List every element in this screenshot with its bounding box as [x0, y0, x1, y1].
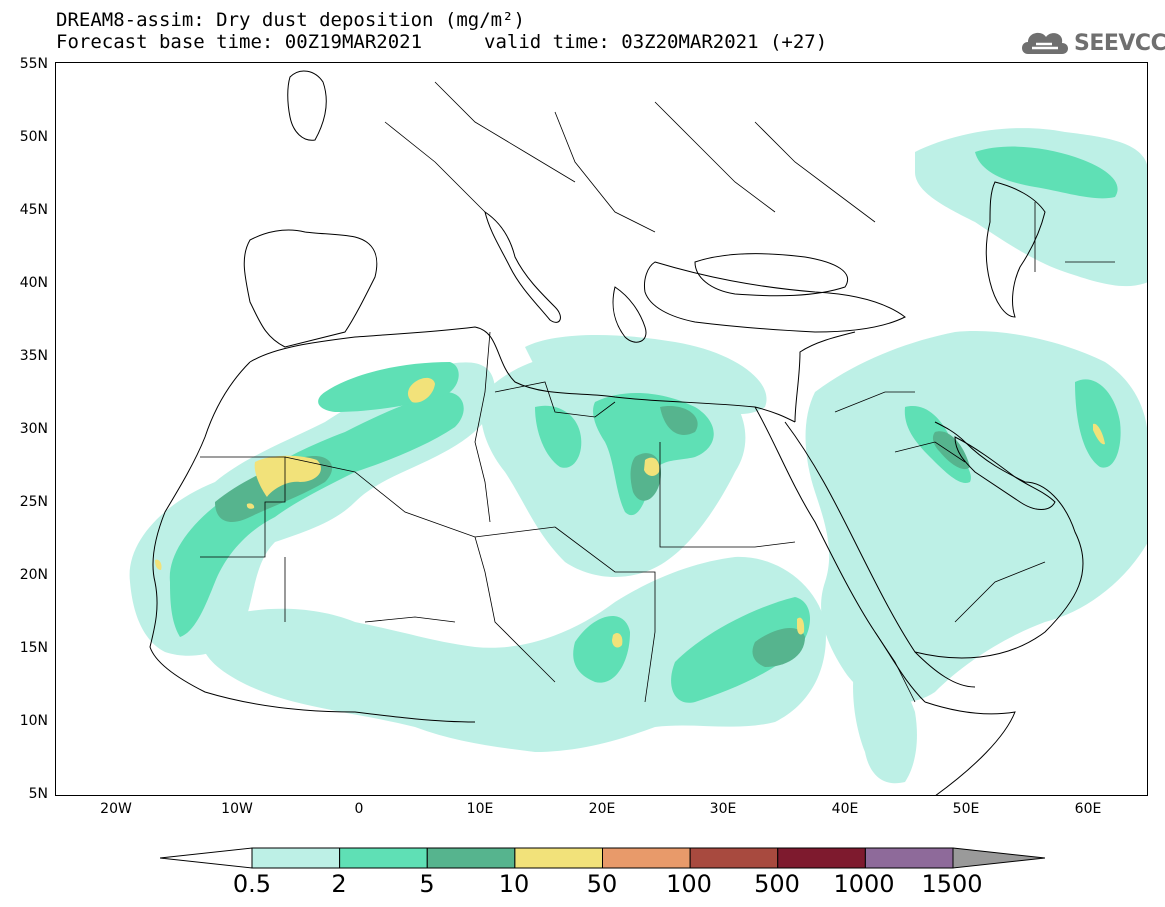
lon-label: 20W [100, 801, 132, 817]
deposition-shading [129, 128, 1148, 784]
legend-label: 2 [331, 870, 347, 898]
libya-hotspot [644, 457, 660, 476]
lon-label: 10E [466, 801, 494, 817]
colorbar-right-arrow [952, 847, 1045, 869]
lon-label: 30E [709, 801, 737, 817]
legend-label: 1000 [833, 870, 895, 898]
lat-label: 45N [19, 202, 48, 218]
logo-text: SEEVCCC [1074, 31, 1165, 56]
uk-outline [287, 70, 327, 141]
chad-hotspot [612, 633, 623, 648]
colorbar-swatch [602, 847, 691, 869]
lat-label: 20N [19, 567, 48, 583]
greece-outline [612, 286, 647, 343]
seevccc-logo: SEEVCCC [1018, 24, 1165, 60]
legend-label: 50 [586, 870, 618, 898]
red-sea-east [784, 421, 976, 688]
colorbar-swatch [689, 847, 779, 869]
west-sahara-hotspot [246, 503, 255, 509]
gulf-hotspot [1093, 423, 1105, 445]
map-title: DREAM8-assim: Dry dust deposition (mg/m²… [56, 9, 525, 31]
legend-label: 0.5 [232, 870, 272, 898]
black-sea-outline [694, 253, 848, 297]
persian-gulf-outline [954, 436, 1056, 510]
colorbar-swatch [251, 847, 341, 869]
iran-medium-area [1075, 379, 1121, 468]
sahel-light-area [205, 556, 826, 752]
sudan-dark-area [752, 627, 805, 667]
morocco-hotspot [254, 455, 321, 497]
italy-outline [484, 210, 561, 323]
lat-label: 50N [19, 129, 48, 145]
legend-label: 500 [754, 870, 800, 898]
lon-label: 60E [1074, 801, 1102, 817]
caspian-outline [985, 181, 1046, 318]
turkey-outline [644, 261, 906, 333]
legend-label: 5 [419, 870, 435, 898]
north-africa-coast [249, 326, 796, 423]
chad-medium-area [573, 615, 630, 683]
kazakh-medium-area [975, 146, 1118, 199]
lat-label: 10N [19, 713, 48, 729]
forecast-base-time: Forecast base time: 00Z19MAR2021 [56, 31, 423, 53]
lat-label: 30N [19, 421, 48, 437]
lat-label: 40N [19, 275, 48, 291]
ethiopia-light-area [853, 662, 917, 784]
dust-deposition-map [55, 62, 1148, 796]
algeria-hotspot [407, 377, 435, 403]
lon-label: 50E [952, 801, 980, 817]
iberia-outline [243, 229, 378, 348]
lat-label: 35N [19, 348, 48, 364]
morocco-medium-area [169, 392, 464, 637]
valid-time: valid time: 03Z20MAR2021 (+27) [484, 31, 828, 53]
colorbar-swatch [777, 847, 866, 869]
egypt-dark-area [660, 406, 698, 435]
borders [200, 81, 1115, 703]
arabia-light-area [805, 331, 1148, 703]
lat-label: 55N [19, 56, 48, 72]
legend-label: 10 [498, 870, 530, 898]
colorbar [160, 847, 1045, 869]
libya-medium-area [535, 405, 582, 468]
lon-label: 40E [831, 801, 859, 817]
lat-label: 5N [28, 786, 48, 802]
colorbar-left-arrow [160, 847, 253, 869]
lon-label: 10W [221, 801, 253, 817]
cloud-icon [1022, 32, 1068, 54]
colorbar-swatches [160, 847, 1045, 869]
mauritania-hotspot [155, 559, 162, 570]
colorbar-swatch [339, 847, 428, 869]
coastlines [149, 70, 1084, 796]
levant-coast [794, 331, 856, 423]
colorbar-swatch [864, 847, 954, 869]
lat-label: 15N [19, 640, 48, 656]
lon-label: 20E [588, 801, 616, 817]
colorbar-swatch [514, 847, 603, 869]
horn-of-africa [924, 701, 1016, 796]
west-africa-coast [149, 361, 476, 723]
lat-label: 25N [19, 494, 48, 510]
colorbar-swatch [426, 847, 516, 869]
lon-label: 0 [354, 801, 364, 817]
legend-label: 100 [666, 870, 712, 898]
sudan-hotspot [797, 617, 805, 635]
legend-label: 1500 [921, 870, 983, 898]
mediterranean-light-area [525, 335, 767, 415]
sudan-medium-area [671, 597, 810, 703]
